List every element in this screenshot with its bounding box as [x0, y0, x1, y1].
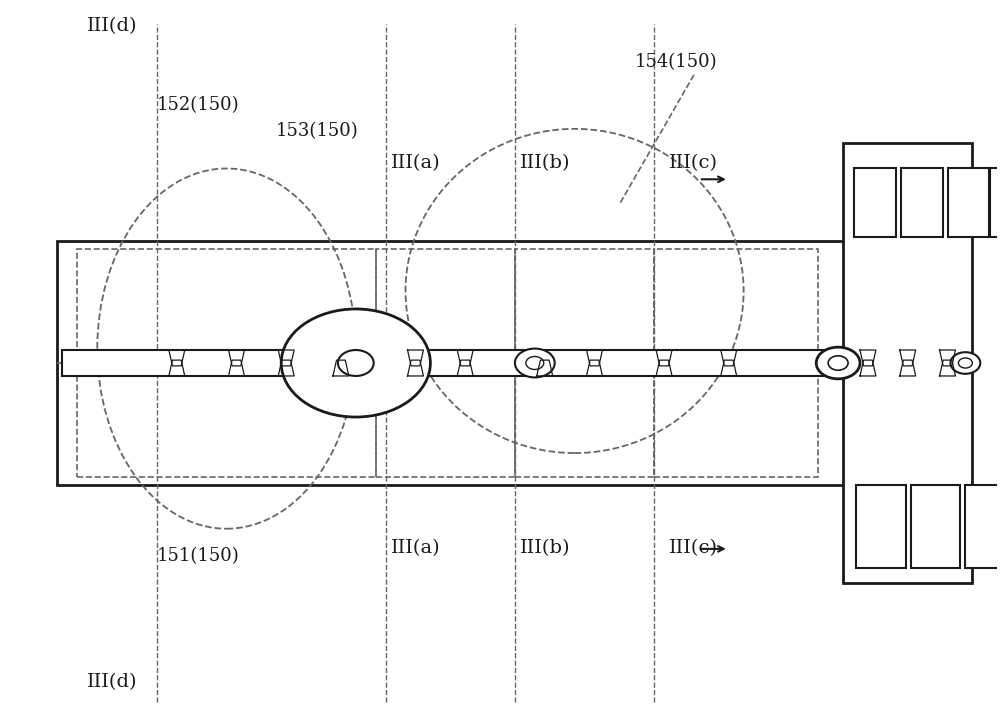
Bar	[654, 372, 818, 477]
Bar	[57, 240, 853, 486]
Text: III(a): III(a)	[391, 539, 440, 558]
Text: 154(150): 154(150)	[634, 53, 717, 71]
Text: III(d): III(d)	[87, 673, 138, 691]
Circle shape	[816, 347, 860, 379]
Bar	[901, 168, 943, 237]
Bar	[376, 372, 515, 477]
Bar	[515, 249, 654, 354]
Circle shape	[515, 348, 555, 378]
Bar	[990, 168, 1000, 237]
Bar	[965, 486, 1000, 568]
Bar	[654, 249, 818, 354]
Text: 153(150): 153(150)	[276, 122, 359, 139]
Text: 151(150): 151(150)	[157, 547, 240, 565]
Circle shape	[338, 350, 374, 376]
Circle shape	[828, 356, 848, 370]
Bar	[911, 486, 960, 568]
Bar	[77, 372, 376, 477]
Text: III(d): III(d)	[87, 17, 138, 35]
Circle shape	[281, 309, 430, 417]
Bar	[856, 486, 906, 568]
Bar	[62, 350, 848, 376]
Text: III(b): III(b)	[520, 154, 570, 172]
Bar	[843, 143, 972, 583]
Bar	[515, 372, 654, 477]
Text: III(c): III(c)	[669, 154, 718, 172]
Bar	[376, 249, 515, 354]
Bar	[77, 249, 376, 354]
Bar	[948, 168, 989, 237]
Circle shape	[950, 352, 980, 374]
Text: III(c): III(c)	[669, 539, 718, 558]
Text: III(a): III(a)	[391, 154, 440, 172]
Bar	[854, 168, 896, 237]
Text: III(b): III(b)	[520, 539, 570, 558]
Circle shape	[526, 356, 544, 370]
Text: 152(150): 152(150)	[157, 97, 240, 115]
Circle shape	[958, 358, 972, 368]
